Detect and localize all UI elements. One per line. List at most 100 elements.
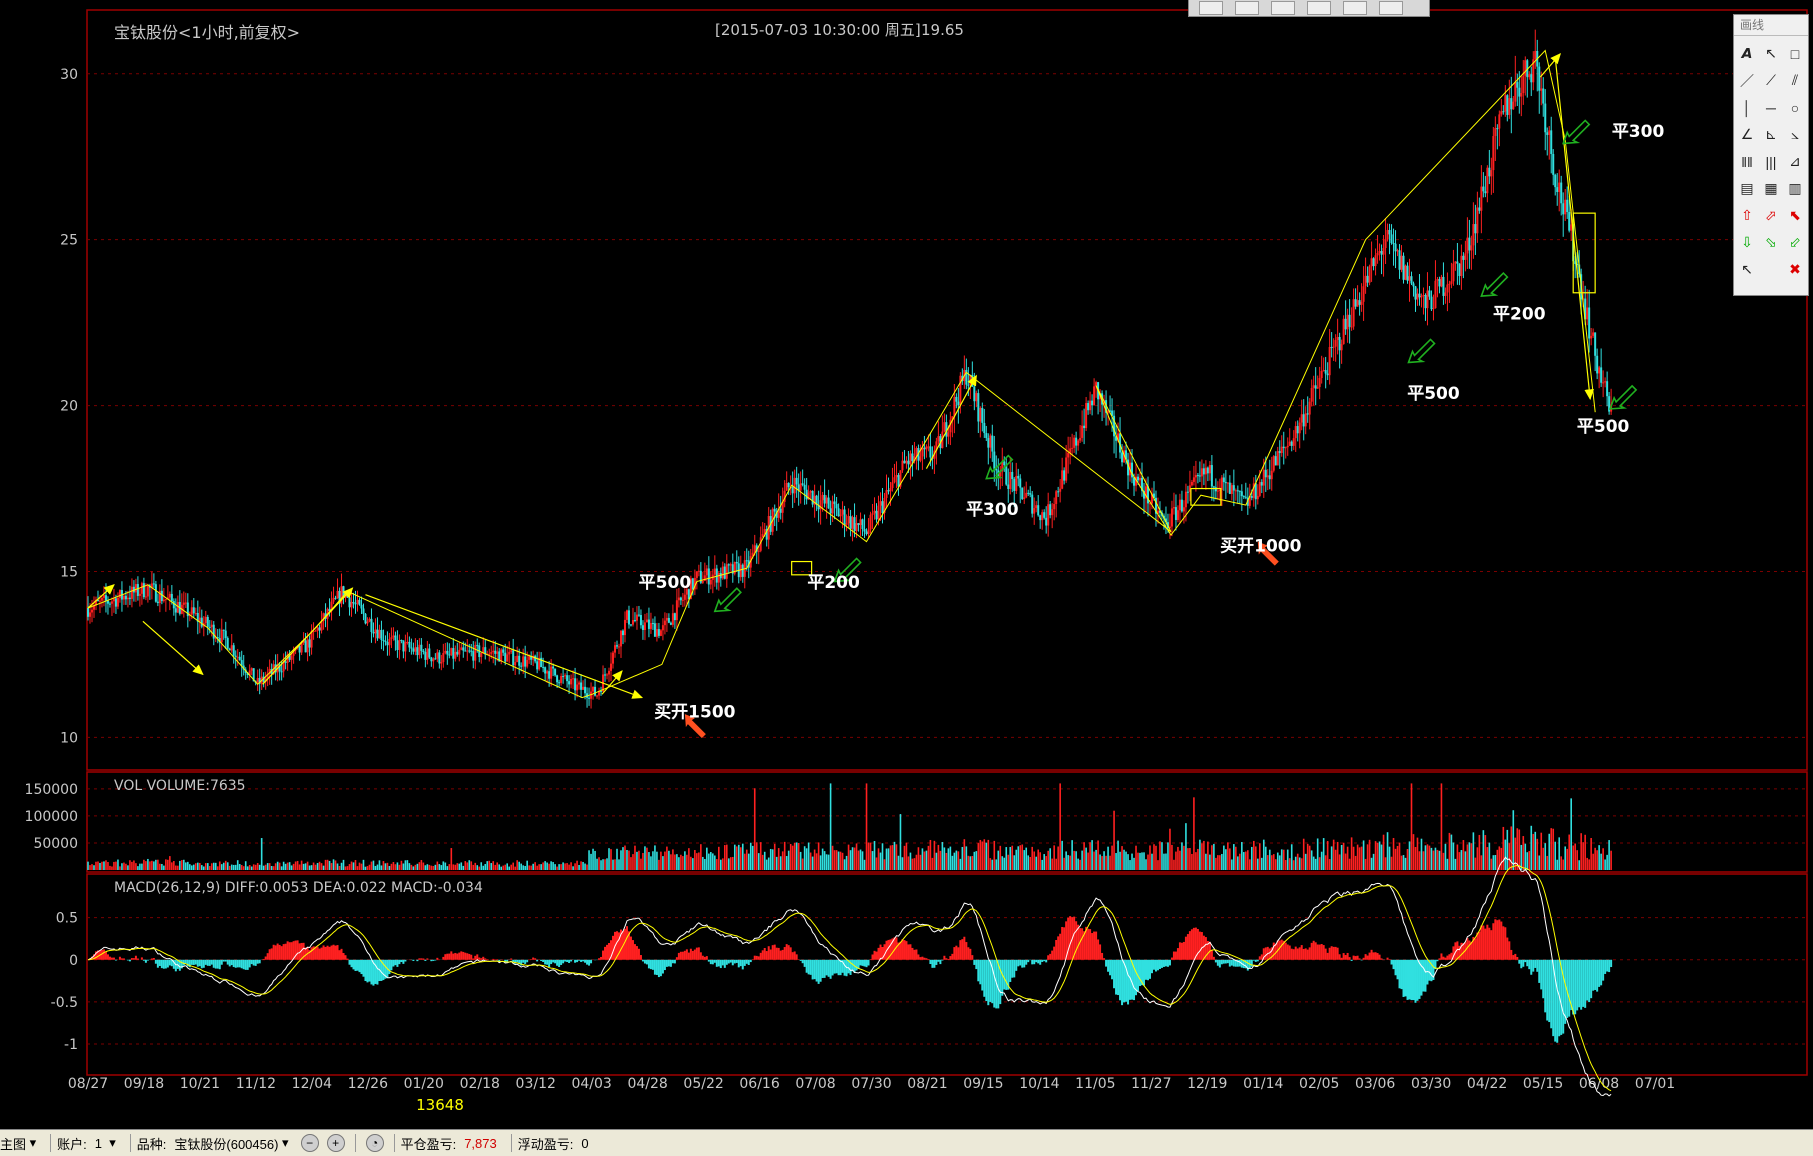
candle-body [604,674,606,675]
text-tool-icon[interactable]: 𝘼 [1735,40,1759,67]
macd-histogram-bar [1111,960,1113,979]
zoom-in-icon[interactable]: + [327,1134,345,1152]
chart-canvas[interactable]: 1015202530500001000001500000.50-0.5-1宝钛股… [0,0,1813,1129]
macd-histogram-bar [1059,934,1061,960]
up-arrow-icon[interactable]: ⇧ [1735,202,1759,229]
macd-histogram-bar [1299,947,1301,959]
bars-icon[interactable]: ▥ [1783,175,1807,202]
fib-lines-icon[interactable]: ‖‖ [1735,148,1759,175]
volume-bar [878,848,880,870]
macd-histogram-bar [454,953,456,960]
toolbar-button[interactable] [1379,1,1403,15]
macd-histogram-bar [1514,954,1516,960]
macd-histogram-bar [444,954,446,960]
symbol-selector[interactable]: 宝钛股份(600456) ▾ [174,1134,288,1153]
macd-histogram-bar [866,960,868,967]
line-icon[interactable]: ／ [1735,67,1759,94]
up-left-arrow-icon[interactable]: ⬉ [1783,202,1807,229]
volume-bar [95,862,97,870]
candle-body [1544,104,1546,133]
toolbar-button[interactable] [1307,1,1331,15]
volume-bar [1013,855,1015,870]
candle-body [1051,509,1053,515]
cursor-icon[interactable]: ↖ [1735,256,1759,283]
candle-body [492,651,494,652]
macd-histogram-bar [985,960,987,1001]
volume-bar [1287,850,1289,870]
rectangle-icon[interactable]: □ [1783,40,1807,67]
macd-histogram-bar [470,955,472,960]
macd-histogram-bar [1395,960,1397,975]
x-tick-label: 01/14 [1243,1076,1283,1092]
candle-body [1215,487,1217,491]
macd-histogram-bar [165,960,167,969]
candle-body [1091,401,1093,406]
arrow-line-icon[interactable]: ↖ [1759,40,1783,67]
volume-bar [1315,859,1317,870]
account-selector[interactable]: 1 ▾ [95,1135,116,1151]
macd-histogram-bar [1221,960,1223,965]
x-tick-label: 07/08 [795,1076,835,1092]
volume-bar [868,842,870,870]
candle-body [903,461,905,464]
volume-bar [726,845,728,870]
volume-bar [1411,783,1413,870]
candle-body [1055,491,1057,504]
candle-body [1464,253,1466,259]
up-right-arrow-icon[interactable]: ⬀ [1759,202,1783,229]
ray-icon[interactable]: ⟋ [1759,67,1783,94]
horizontal-line-icon[interactable]: ─ [1759,94,1783,121]
down-left-arrow-icon[interactable]: ⬃ [1783,229,1807,256]
angle-icon[interactable]: ∠ [1735,121,1759,148]
toolbar-button[interactable] [1271,1,1295,15]
candle-body [921,448,923,457]
gann-icon[interactable]: ⦣ [1783,121,1807,148]
volume-bar [1405,858,1407,870]
fan-icon[interactable]: ⊾ [1759,121,1783,148]
ellipse-icon[interactable]: ○ [1783,94,1807,121]
ruler-icon[interactable]: ⊿ [1783,148,1807,175]
zoom-out-icon[interactable]: − [301,1134,319,1152]
candle-body [1287,446,1289,447]
macd-histogram-bar [1317,944,1319,959]
macd-histogram-bar [925,958,927,960]
glasses-icon[interactable]: ◔ [366,1134,384,1152]
macd-histogram-bar [880,945,882,960]
delete-icon[interactable]: ✖ [1783,256,1807,283]
toolbar-button[interactable] [1235,1,1259,15]
toolbar-button[interactable] [1343,1,1367,15]
parallel-line-icon[interactable]: ⫽ [1783,67,1807,94]
volume-bar [357,866,359,870]
macd-histogram-bar [816,960,818,982]
volume-bar [1071,840,1073,870]
candle-body [1015,476,1017,491]
macd-histogram-bar [1448,954,1450,960]
note-alt-icon[interactable]: ▦ [1759,175,1783,202]
cycle-lines-icon[interactable]: ||| [1759,148,1783,175]
macd-histogram-bar [680,952,682,960]
volume-bar [1197,849,1199,870]
volume-bar [1439,851,1441,870]
down-arrow-icon[interactable]: ⇩ [1735,229,1759,256]
macd-histogram-bar [792,952,794,960]
toolbar-button[interactable] [1199,1,1223,15]
down-right-arrow-icon[interactable]: ⬂ [1759,229,1783,256]
vertical-line-icon[interactable]: │ [1735,94,1759,121]
candle-body [780,509,782,513]
volume-bar [1415,847,1417,870]
candle-body [337,591,339,598]
macd-histogram-bar [1285,943,1287,960]
volume-bar [1333,840,1335,870]
macd-histogram-bar [1486,925,1488,960]
macd-histogram-bar [225,960,227,962]
note-icon[interactable]: ▤ [1735,175,1759,202]
volume-bar [1229,848,1231,870]
macd-histogram-bar [951,954,953,960]
candle-body [652,623,654,624]
volume-bar [1596,850,1598,870]
view-selector[interactable]: 主图 ▾ [0,1134,36,1153]
volume-bar [1357,845,1359,870]
candle-body [822,495,824,500]
macd-histogram-bar [1363,958,1365,960]
